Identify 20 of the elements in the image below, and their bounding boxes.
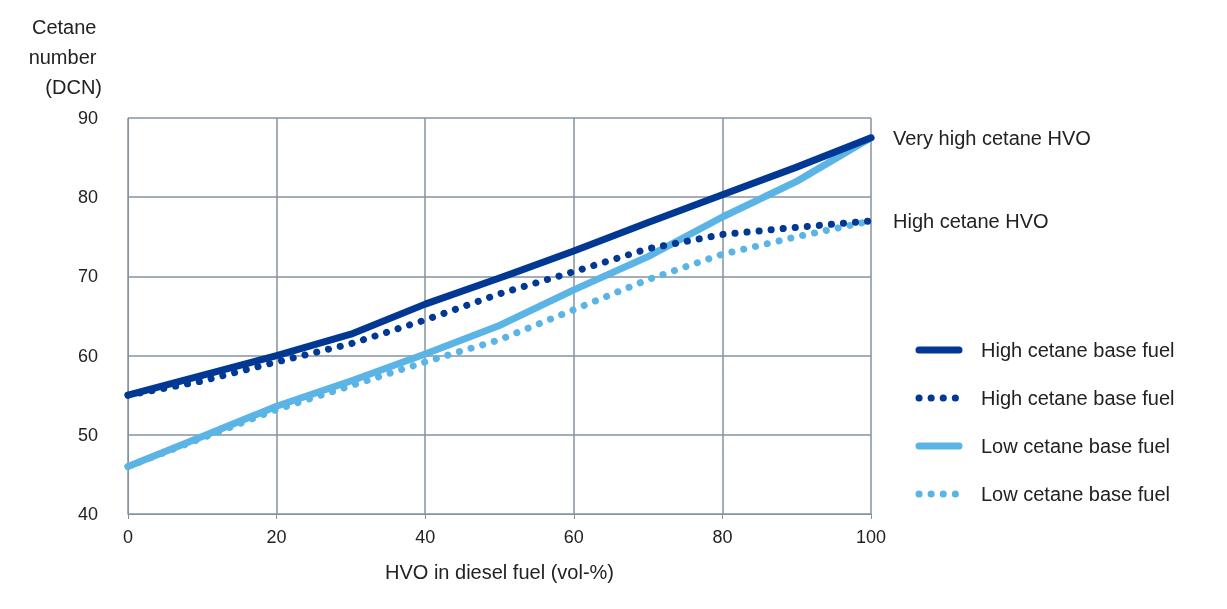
y-tick-label: 40 <box>77 504 98 524</box>
y-tick-label: 70 <box>77 266 98 287</box>
y-tick-label: 80 <box>77 187 98 208</box>
x-tick-label: 60 <box>563 527 584 547</box>
x-tick-label: 100 <box>855 527 887 547</box>
x-axis-title: HVO in diesel fuel (vol-%) <box>385 561 614 583</box>
legend-label: High cetane base fuel <box>981 387 1175 409</box>
y-tick-label: 90 <box>77 108 98 128</box>
y-axis-title: Cetane number (DCN) <box>28 16 102 98</box>
legend-label: Low cetane base fuel <box>981 435 1171 457</box>
annotation: Very high cetane HVO <box>893 126 1091 149</box>
x-tick-label: 40 <box>415 527 436 547</box>
legend-label: Low cetane base fuel <box>981 483 1171 505</box>
legend-label: High cetane base fuel <box>981 339 1175 361</box>
x-tick-label: 20 <box>266 527 287 547</box>
annotation: High cetane HVO <box>893 209 1049 232</box>
y-tick-label: 60 <box>77 345 98 366</box>
x-tick-label: 0 <box>122 527 134 547</box>
y-tick-label: 50 <box>77 424 98 445</box>
x-tick-label: 80 <box>712 527 733 547</box>
